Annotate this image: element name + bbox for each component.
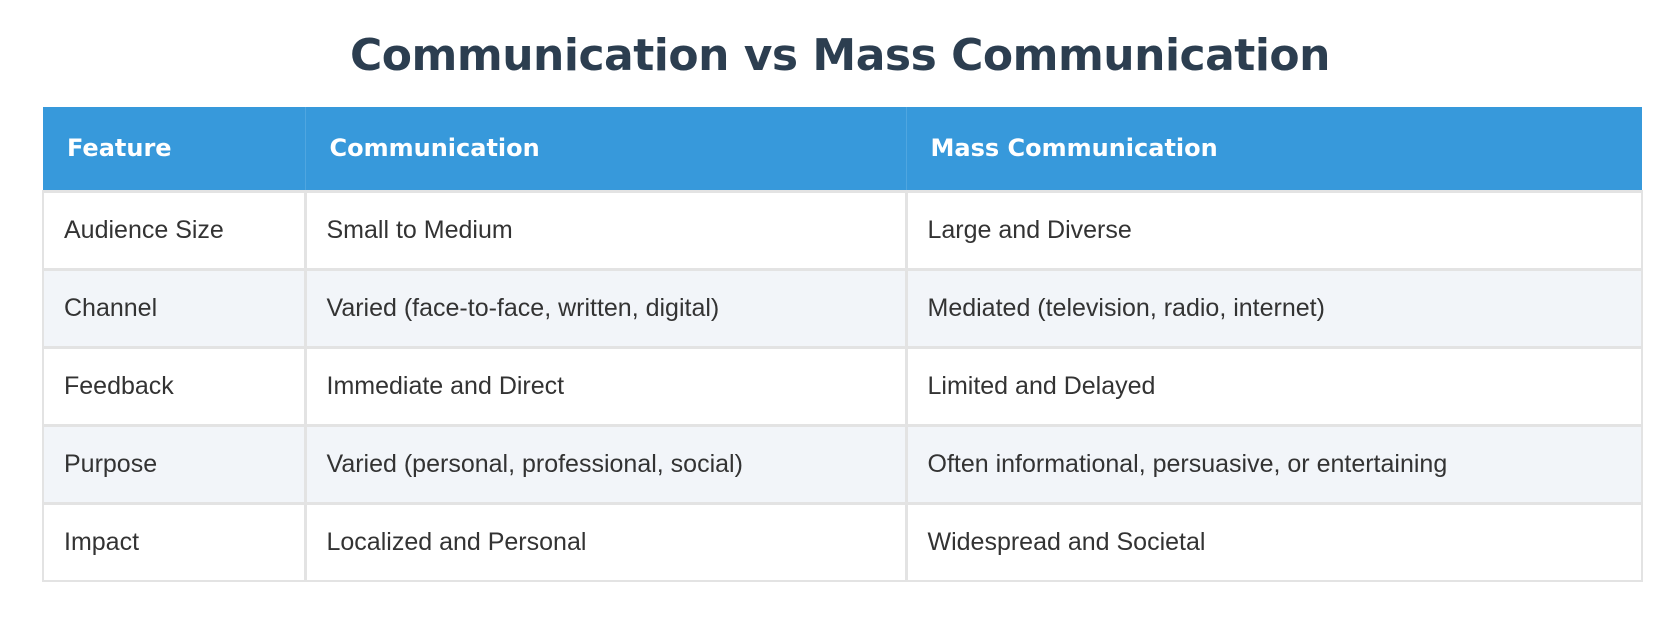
- feature-cell: Channel: [42, 267, 307, 347]
- table-row: Audience Size Small to Medium Large and …: [42, 189, 1643, 269]
- mass-communication-cell: Large and Diverse: [905, 189, 1643, 269]
- table-row: Impact Localized and Personal Widespread…: [42, 501, 1643, 582]
- communication-cell: Varied (face-to-face, written, digital): [304, 267, 908, 347]
- mass-communication-cell: Limited and Delayed: [905, 345, 1643, 425]
- comparison-table: Feature Communication Mass Communication…: [42, 107, 1643, 582]
- table-body: Audience Size Small to Medium Large and …: [42, 189, 1643, 582]
- page-title: Communication vs Mass Communication: [350, 30, 1330, 81]
- table-row: Channel Varied (face-to-face, written, d…: [42, 267, 1643, 347]
- header-feature: Feature: [43, 107, 306, 191]
- mass-communication-cell: Widespread and Societal: [905, 501, 1643, 582]
- header-row: Feature Communication Mass Communication: [43, 107, 1642, 191]
- table-header: Feature Communication Mass Communication: [43, 107, 1642, 191]
- table-row: Feedback Immediate and Direct Limited an…: [42, 345, 1643, 425]
- feature-cell: Purpose: [42, 423, 307, 503]
- header-communication: Communication: [305, 107, 907, 191]
- communication-cell: Small to Medium: [304, 189, 908, 269]
- mass-communication-cell: Often informational, persuasive, or ente…: [905, 423, 1643, 503]
- feature-cell: Feedback: [42, 345, 307, 425]
- communication-cell: Immediate and Direct: [304, 345, 908, 425]
- table-row: Purpose Varied (personal, professional, …: [42, 423, 1643, 503]
- feature-cell: Impact: [42, 501, 307, 582]
- communication-cell: Varied (personal, professional, social): [304, 423, 908, 503]
- feature-cell: Audience Size: [42, 189, 307, 269]
- communication-cell: Localized and Personal: [304, 501, 908, 582]
- mass-communication-cell: Mediated (television, radio, internet): [905, 267, 1643, 347]
- header-mass-communication: Mass Communication: [906, 107, 1642, 191]
